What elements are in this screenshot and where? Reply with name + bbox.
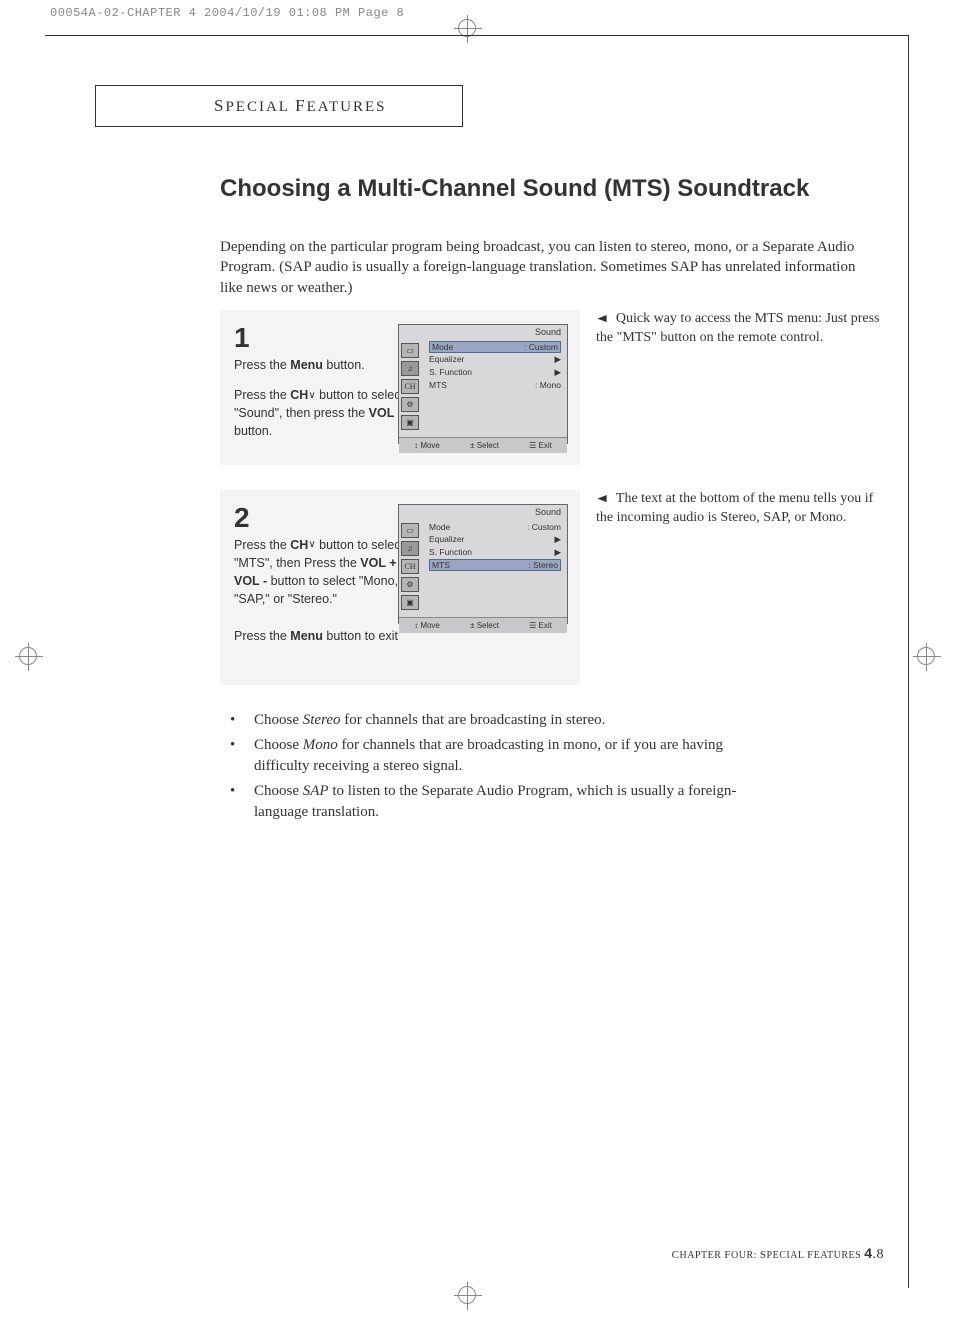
step-2-block: 2 Press the CH ∨ button to select "MTS",… <box>220 490 580 685</box>
page-number-major: 4 <box>864 1245 872 1261</box>
page-edge-top <box>45 35 909 36</box>
chevron-down-icon: ∨ <box>308 538 315 553</box>
osd-footer: ↕ Move ± Select ☰ Exit <box>399 617 567 633</box>
step-1-text-a: Press the Menu button. <box>234 356 414 374</box>
t: Menu <box>290 629 323 643</box>
chevron-down-icon: ∨ <box>308 389 315 404</box>
osd-menu-content: Mode: Custom Equalizer▶ S. Function▶ MTS… <box>423 339 567 437</box>
osd-screenshot-2: Sound ▭ ♫ CH ⚙ ▣ Mode: Custom Equalizer▶… <box>398 504 568 624</box>
t: CH <box>290 388 308 402</box>
osd-row-mode: Mode: Custom <box>429 341 561 353</box>
osd-footer-exit: ☰ Exit <box>529 621 552 630</box>
crop-mark-right-icon <box>917 647 935 665</box>
bullet-sap: Choose SAP to listen to the Separate Aud… <box>220 781 780 823</box>
page-footer: CHAPTER FOUR: SPECIAL FEATURES 4.8 <box>672 1245 884 1263</box>
osd-screenshot-1: Sound ▭ ♫ CH ⚙ ▣ Mode: Custom Equalizer▶… <box>398 324 568 444</box>
osd-row-sf: S. Function▶ <box>429 366 561 379</box>
t: Press the <box>234 629 290 643</box>
setup-icon: ⚙ <box>401 577 419 592</box>
osd-footer-exit: ☰ Exit <box>529 441 552 450</box>
step-1-text-b: Press the CH ∨ button to select "Sound",… <box>234 386 414 440</box>
osd-footer: ↕ Move ± Select ☰ Exit <box>399 437 567 453</box>
osd-title: Sound <box>399 325 567 339</box>
section-header-text: SPECIAL FEATURES <box>214 96 386 116</box>
t: Press the <box>234 358 290 372</box>
side-note-1: ◄Quick way to access the MTS menu: Just … <box>596 310 881 348</box>
side-note-2-text: The text at the bottom of the menu tells… <box>596 491 873 525</box>
side-note-1-text: Quick way to access the MTS menu: Just p… <box>596 311 880 345</box>
page-title: Choosing a Multi-Channel Sound (MTS) Sou… <box>220 175 880 204</box>
osd-footer-move: ↕ Move <box>414 441 440 450</box>
osd-footer-move: ↕ Move <box>414 621 440 630</box>
osd-row-eq: Equalizer▶ <box>429 533 561 546</box>
intro-paragraph: Depending on the particular program bein… <box>220 237 880 298</box>
bullet-stereo: Choose Stereo for channels that are broa… <box>220 710 780 731</box>
osd-title: Sound <box>399 505 567 519</box>
input-icon: ▣ <box>401 415 419 430</box>
print-header: 00054A-02-CHAPTER 4 2004/10/19 01:08 PM … <box>50 6 404 20</box>
t: VOL + <box>360 556 396 570</box>
arrow-left-icon: ◄ <box>594 490 609 506</box>
step-1-block: 1 Press the Menu button. Press the CH ∨ … <box>220 310 580 465</box>
input-icon: ▣ <box>401 595 419 610</box>
osd-menu-content: Mode: Custom Equalizer▶ S. Function▶ MTS… <box>423 519 567 617</box>
osd-footer-select: ± Select <box>470 621 499 630</box>
t: VOL - <box>234 574 267 588</box>
page-edge-right <box>908 35 909 1288</box>
sound-icon: ♫ <box>401 361 419 376</box>
picture-icon: ▭ <box>401 343 419 358</box>
bullet-list: Choose Stereo for channels that are broa… <box>220 710 780 827</box>
picture-icon: ▭ <box>401 523 419 538</box>
step-2-exit: Press the Menu button to exit <box>234 627 414 645</box>
page-number-minor: .8 <box>873 1247 885 1262</box>
step-2-text: Press the CH ∨ button to select "MTS", t… <box>234 536 414 609</box>
osd-row-mode: Mode: Custom <box>429 521 561 533</box>
osd-footer-select: ± Select <box>470 441 499 450</box>
crop-mark-left-icon <box>19 647 37 665</box>
t: button. <box>234 424 272 438</box>
t: button. <box>323 358 365 372</box>
section-header-box: SPECIAL FEATURES <box>95 85 463 127</box>
channel-icon: CH <box>401 379 419 394</box>
osd-row-sf: S. Function▶ <box>429 546 561 559</box>
osd-row-eq: Equalizer▶ <box>429 353 561 366</box>
osd-icon-column: ▭ ♫ CH ⚙ ▣ <box>399 519 423 617</box>
t: Menu <box>290 358 323 372</box>
bullet-mono: Choose Mono for channels that are broadc… <box>220 735 780 777</box>
t: Press the <box>234 388 290 402</box>
setup-icon: ⚙ <box>401 397 419 412</box>
osd-icon-column: ▭ ♫ CH ⚙ ▣ <box>399 339 423 437</box>
t: button to exit <box>323 629 398 643</box>
osd-row-mts: MTS: Stereo <box>429 559 561 571</box>
t: Press the <box>234 538 290 552</box>
channel-icon: CH <box>401 559 419 574</box>
side-note-2: ◄The text at the bottom of the menu tell… <box>596 490 881 528</box>
osd-row-mts: MTS: Mono <box>429 379 561 391</box>
sound-icon: ♫ <box>401 541 419 556</box>
arrow-left-icon: ◄ <box>594 310 609 326</box>
t: CH <box>290 538 308 552</box>
crop-mark-bottom-icon <box>458 1286 476 1304</box>
